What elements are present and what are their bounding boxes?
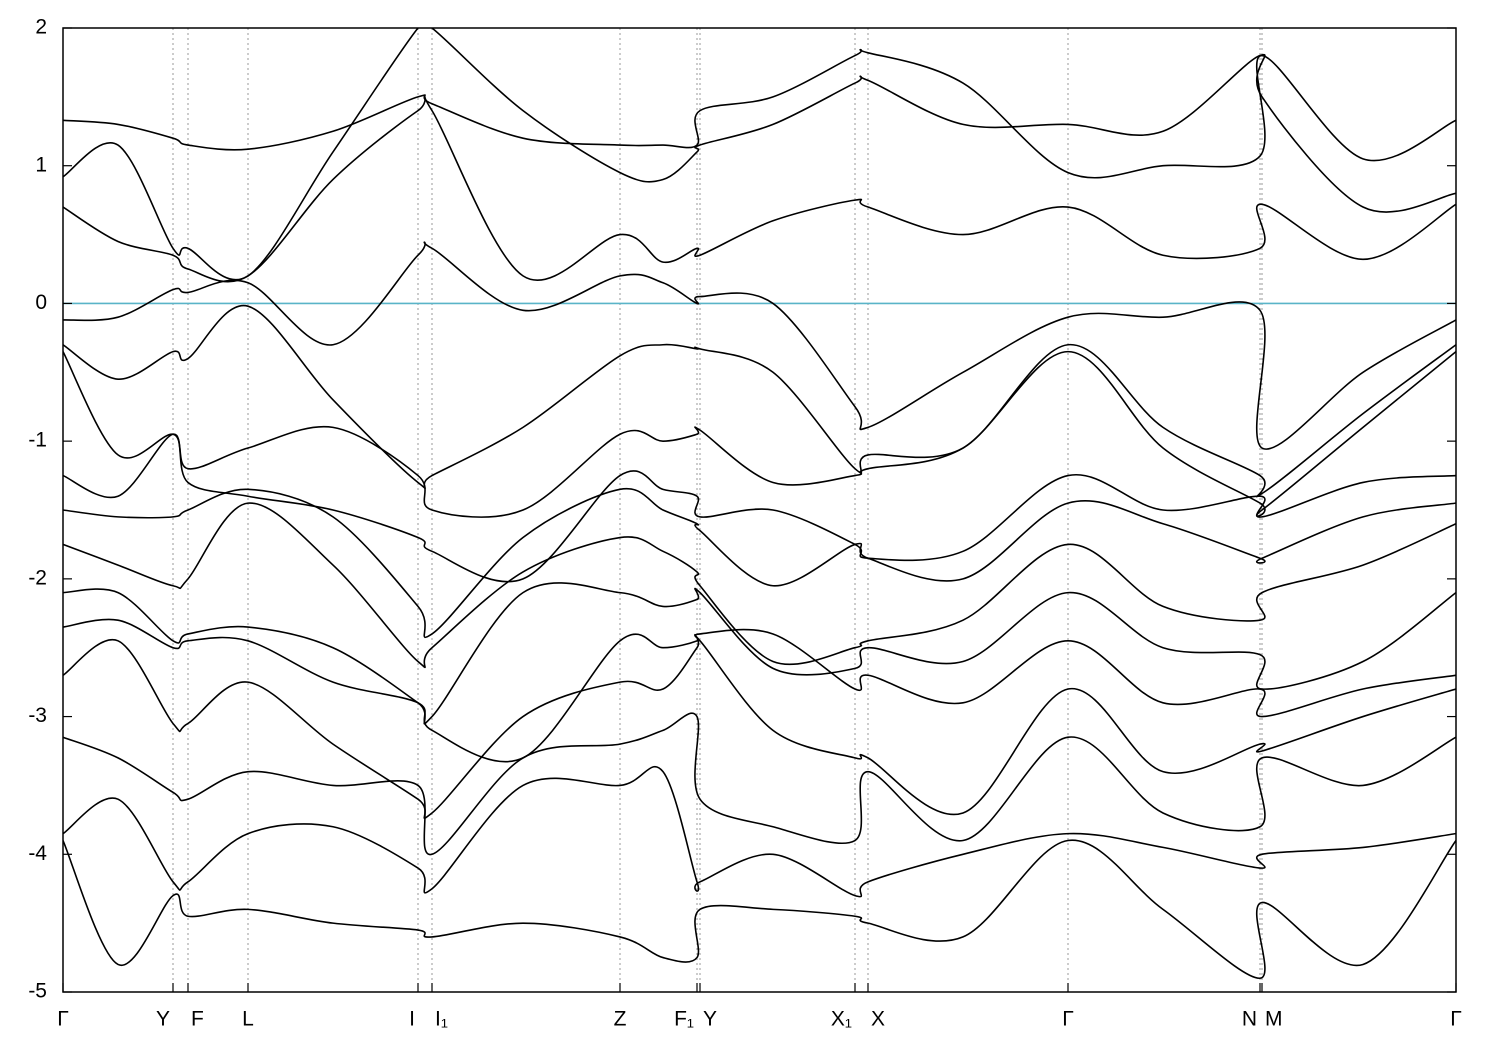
x-tick-label: N — [1242, 1008, 1257, 1031]
band-line — [63, 48, 1456, 179]
band-line — [63, 487, 1456, 639]
x-tick-label: M — [1265, 1008, 1283, 1031]
y-tick-label: -5 — [28, 980, 47, 1003]
x-tick-label: Γ — [1062, 1008, 1074, 1031]
band-line — [63, 350, 1456, 518]
x-tick-label: Γ — [57, 1008, 69, 1031]
band-line — [63, 634, 1456, 819]
x-tick-label: Y — [703, 1008, 717, 1031]
y-tick-label: -1 — [28, 429, 47, 452]
x-tick-label: F₁ — [674, 1008, 694, 1031]
x-tick-label: X — [871, 1008, 885, 1031]
band-line — [63, 28, 1456, 281]
band-line — [63, 712, 1456, 856]
x-tick-label: Γ — [1450, 1008, 1462, 1031]
band-line — [63, 618, 1456, 763]
y-tick-label: 1 — [35, 153, 47, 176]
y-tick-label: -2 — [28, 566, 47, 589]
x-tick-label: L — [242, 1008, 254, 1031]
band-line — [63, 433, 1456, 583]
band-line — [63, 304, 1456, 498]
bands — [63, 28, 1456, 980]
y-tick-label: 0 — [35, 291, 47, 314]
band-line — [63, 241, 1456, 450]
x-tick-label: I₁ — [435, 1008, 448, 1031]
x-tick-label: Z — [614, 1008, 627, 1031]
y-tick-label: 2 — [35, 16, 47, 39]
plot-frame — [62, 27, 1457, 993]
band-line — [63, 94, 1456, 283]
x-tick-label: X₁ — [831, 1008, 852, 1031]
x-tick-label: I — [409, 1008, 415, 1031]
x-tick-label: F — [191, 1008, 204, 1031]
band-line — [63, 582, 1456, 725]
x-tick-label: Y — [156, 1008, 170, 1031]
y-tick-label: -4 — [28, 842, 47, 865]
y-tick-label: -3 — [28, 704, 47, 727]
band-line — [63, 839, 1456, 980]
band-line — [63, 765, 1456, 898]
band-line — [63, 502, 1456, 669]
